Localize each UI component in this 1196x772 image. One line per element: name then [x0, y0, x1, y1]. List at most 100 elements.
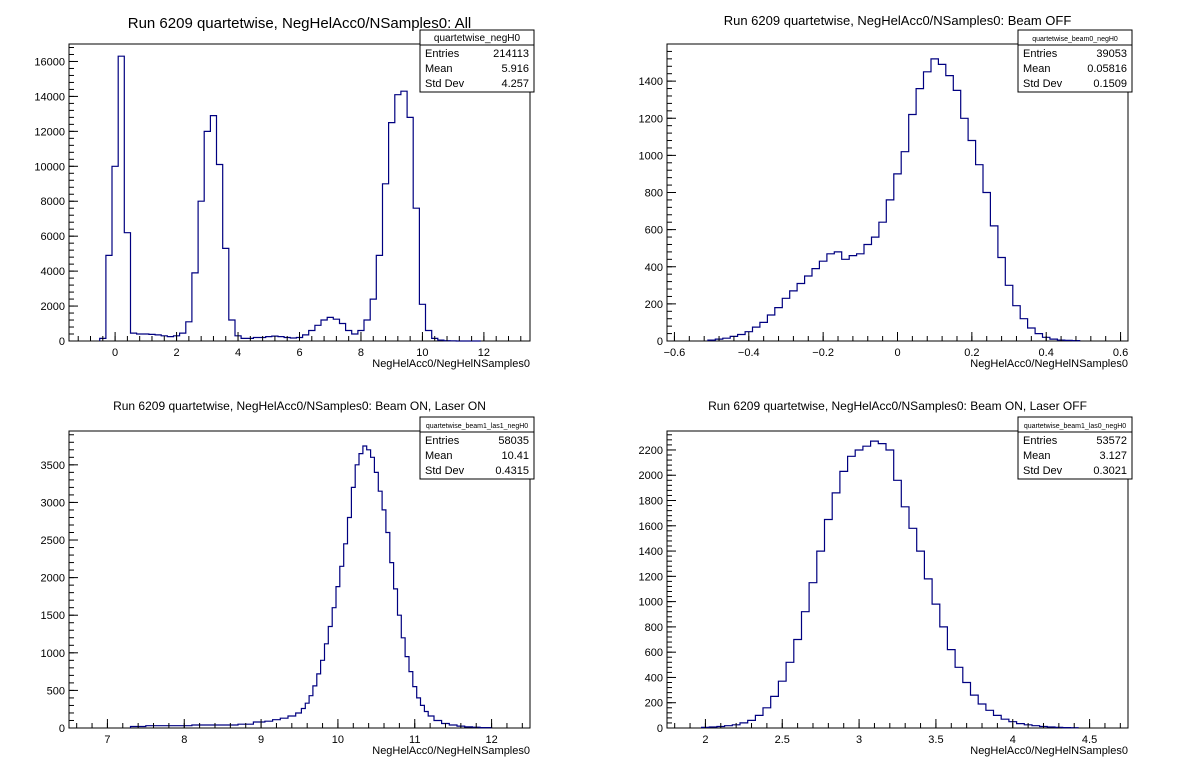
- y-tick-label: 8000: [41, 196, 65, 208]
- y-tick-label: 200: [645, 698, 663, 710]
- x-tick-label: 2.5: [775, 734, 790, 746]
- stats-value: 4.257: [501, 78, 529, 90]
- x-axis-label: NegHelAcc0/NegHelNSamples0: [372, 358, 530, 370]
- stats-value: 214113: [493, 48, 529, 60]
- y-tick-label: 0: [59, 723, 65, 735]
- stats-value: 0.1509: [1093, 78, 1127, 90]
- x-tick-label: 2: [174, 347, 180, 359]
- stats-label: Mean: [1023, 63, 1051, 75]
- y-tick-label: 1200: [639, 571, 663, 583]
- stats-box-title: quartetwise_negH0: [434, 33, 521, 44]
- y-tick-label: 0: [657, 723, 663, 735]
- x-tick-label: 10: [332, 734, 344, 746]
- x-tick-label: 0.4: [1039, 347, 1054, 359]
- stats-label: Entries: [425, 48, 460, 60]
- y-tick-label: 600: [645, 225, 663, 237]
- y-tick-label: 400: [645, 672, 663, 684]
- y-tick-label: 4000: [41, 266, 65, 278]
- x-tick-label: 12: [485, 734, 497, 746]
- y-tick-label: 1400: [639, 546, 663, 558]
- y-tick-label: 2000: [41, 573, 65, 585]
- x-tick-label: −0.6: [664, 347, 686, 359]
- x-tick-label: 4.5: [1082, 734, 1097, 746]
- y-tick-label: 400: [645, 262, 663, 274]
- stats-box-title: quartetwise_beam1_las1_negH0: [426, 423, 528, 430]
- histogram-pad-1: Run 6209 quartetwise, NegHelAcc0/NSample…: [34, 15, 535, 370]
- y-tick-label: 2500: [41, 535, 65, 547]
- y-tick-label: 16000: [34, 56, 65, 68]
- x-axis-label: NegHelAcc0/NegHelNSamples0: [970, 358, 1128, 370]
- histogram-series-line: [129, 445, 493, 729]
- y-tick-label: 1400: [639, 76, 663, 88]
- histogram-pad-2: Run 6209 quartetwise, NegHelAcc0/NSample…: [639, 13, 1133, 370]
- stats-box: [419, 29, 535, 93]
- y-tick-label: 1800: [639, 496, 663, 508]
- chart-title: Run 6209 quartetwise, NegHelAcc0/NSample…: [708, 399, 1087, 413]
- histogram-series-line: [99, 55, 481, 342]
- stats-value: 0.3021: [1093, 465, 1127, 477]
- y-tick-label: 1500: [41, 610, 65, 622]
- stats-label: Std Dev: [425, 465, 465, 477]
- histogram-pad-4: Run 6209 quartetwise, NegHelAcc0/NSample…: [639, 399, 1133, 757]
- stats-label: Std Dev: [425, 78, 465, 90]
- stats-box-title: quartetwise_beam0_negH0: [1032, 36, 1118, 43]
- x-tick-label: −0.4: [738, 347, 760, 359]
- stats-value: 53572: [1096, 435, 1127, 447]
- y-tick-label: 1000: [639, 150, 663, 162]
- y-tick-label: 2000: [41, 301, 65, 313]
- stats-label: Entries: [1023, 48, 1058, 60]
- x-tick-label: 3: [856, 734, 862, 746]
- stats-value: 3.127: [1099, 450, 1127, 462]
- chart-title: Run 6209 quartetwise, NegHelAcc0/NSample…: [724, 13, 1072, 28]
- x-axis-label: NegHelAcc0/NegHelNSamples0: [970, 745, 1128, 757]
- y-tick-label: 0: [657, 336, 663, 348]
- y-tick-label: 500: [47, 685, 65, 697]
- x-tick-label: 0: [112, 347, 118, 359]
- y-tick-label: 1600: [639, 521, 663, 533]
- x-tick-label: −0.2: [812, 347, 834, 359]
- plot-frame: [68, 430, 531, 729]
- x-tick-label: 4: [235, 347, 241, 359]
- x-tick-label: 8: [181, 734, 187, 746]
- y-tick-label: 600: [645, 647, 663, 659]
- stats-box-title: quartetwise_beam1_las0_negH0: [1024, 423, 1126, 430]
- stats-value: 5.916: [501, 63, 529, 75]
- x-tick-label: 3.5: [928, 734, 943, 746]
- stats-label: Entries: [1023, 435, 1058, 447]
- x-tick-label: 7: [104, 734, 110, 746]
- y-tick-label: 2000: [639, 470, 663, 482]
- x-tick-label: 0: [894, 347, 900, 359]
- histogram-series-line: [707, 58, 1081, 342]
- x-tick-label: 8: [358, 347, 364, 359]
- stats-box: [419, 416, 535, 480]
- stats-value: 10.41: [501, 450, 529, 462]
- stats-value: 58035: [498, 435, 529, 447]
- x-tick-label: 6: [296, 347, 302, 359]
- y-tick-label: 800: [645, 622, 663, 634]
- x-tick-label: 2: [702, 734, 708, 746]
- x-tick-label: 12: [478, 347, 490, 359]
- y-tick-label: 3000: [41, 497, 65, 509]
- y-tick-label: 1000: [41, 648, 65, 660]
- stats-value: 0.4315: [495, 465, 529, 477]
- x-tick-label: 0.2: [964, 347, 979, 359]
- x-axis-label: NegHelAcc0/NegHelNSamples0: [372, 745, 530, 757]
- stats-label: Std Dev: [1023, 465, 1063, 477]
- x-tick-label: 9: [258, 734, 264, 746]
- x-tick-label: 4: [1010, 734, 1016, 746]
- y-tick-label: 2200: [639, 445, 663, 457]
- plot-frame: [666, 430, 1129, 729]
- stats-value: 39053: [1096, 48, 1127, 60]
- stats-value: 0.05816: [1087, 63, 1127, 75]
- x-tick-label: 11: [409, 734, 420, 746]
- stats-label: Mean: [1023, 450, 1051, 462]
- histogram-series-line: [701, 440, 1079, 729]
- stats-label: Std Dev: [1023, 78, 1063, 90]
- y-tick-label: 800: [645, 188, 663, 200]
- y-tick-label: 6000: [41, 231, 65, 243]
- x-tick-label: 10: [416, 347, 428, 359]
- y-tick-label: 10000: [34, 161, 65, 173]
- stats-label: Mean: [425, 63, 453, 75]
- y-tick-label: 12000: [34, 126, 65, 138]
